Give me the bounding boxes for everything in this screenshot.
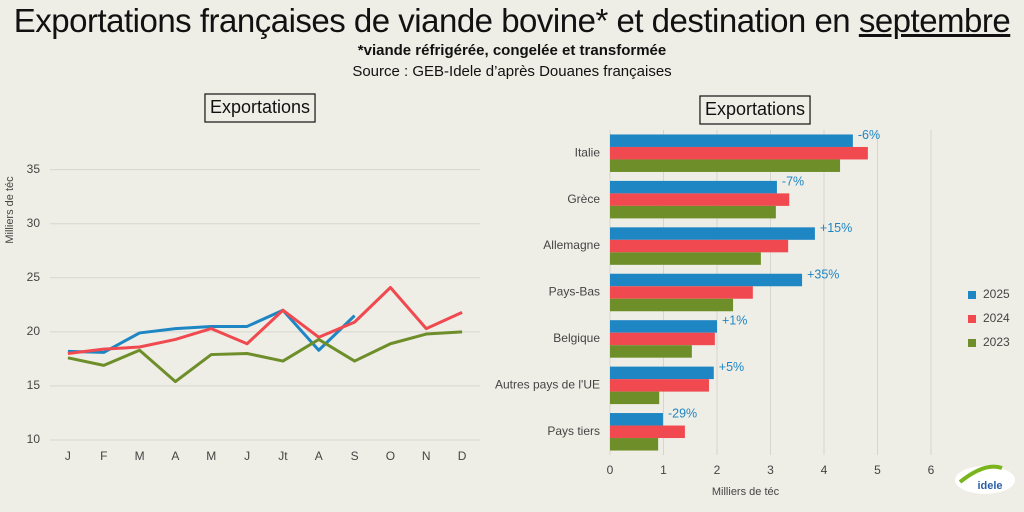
annotation: -6% [858, 128, 880, 142]
y-tick-label: Belgique [553, 331, 600, 345]
note: *viande réfrigérée, congelée et transfor… [357, 42, 667, 59]
y-tick-label: Pays-Bas [549, 285, 600, 299]
y-tick-label: 15 [27, 378, 41, 392]
bar [610, 252, 761, 265]
bar [610, 239, 789, 253]
y-tick-label: 20 [27, 324, 41, 338]
annotation: +1% [722, 314, 747, 328]
x-tick-label: A [315, 449, 323, 463]
y-tick-label: 25 [27, 270, 41, 284]
y-tick-label: Italie [575, 145, 601, 159]
bar [610, 134, 853, 147]
legend-label: 2023 [983, 335, 1010, 349]
legend-label: 2024 [983, 311, 1010, 325]
x-tick-label: D [458, 449, 467, 463]
bar [610, 391, 660, 405]
legend-label: 2025 [983, 287, 1010, 301]
title-box [699, 95, 811, 125]
bar [610, 379, 709, 392]
y-tick-label: Autres pays de l'UE [495, 378, 600, 392]
legend-swatch [968, 291, 976, 299]
bar [610, 298, 734, 312]
line-series [67, 286, 463, 355]
x-tick-label: S [351, 449, 359, 463]
x-tick-label: 1 [660, 463, 667, 477]
y-tick-label: Pays tiers [547, 424, 600, 438]
bar [610, 438, 659, 451]
y-tick-label: 10 [27, 432, 41, 446]
annotation: -7% [782, 174, 804, 188]
bar [610, 286, 753, 299]
bar [610, 332, 715, 346]
y-tick-label: 30 [27, 216, 41, 230]
x-tick-label: F [100, 449, 107, 463]
bar [610, 366, 714, 380]
y-tick-label: Allemagne [543, 238, 600, 252]
x-tick-label: 4 [821, 463, 828, 477]
line-series [67, 330, 463, 384]
x-tick-label: J [65, 449, 71, 463]
bar [610, 413, 663, 426]
legend-swatch [968, 339, 976, 347]
logo: idele [955, 464, 1015, 494]
bar [610, 205, 776, 219]
x-tick-label: O [386, 449, 395, 463]
bar [610, 425, 685, 439]
y-axis-label: Milliers de téc [4, 176, 16, 244]
x-tick-label: 5 [874, 463, 881, 477]
x-tick-label: 6 [928, 463, 935, 477]
x-tick-label: A [171, 449, 179, 463]
chart-title: Exportations [210, 97, 310, 117]
bar [610, 180, 777, 194]
bar [610, 320, 717, 333]
x-tick-label: Jt [278, 449, 288, 463]
x-tick-label: M [135, 449, 145, 463]
bar [610, 273, 803, 287]
title-box [204, 93, 316, 123]
bar [610, 227, 815, 240]
line-series [67, 308, 356, 354]
x-tick-label: 0 [607, 463, 614, 477]
x-tick-label: 2 [714, 463, 721, 477]
logo-text: idele [977, 480, 1002, 492]
y-tick-label: Grèce [567, 192, 600, 206]
annotation: +5% [719, 360, 744, 374]
chart-title: Exportations [705, 99, 805, 119]
annotation: +35% [807, 267, 839, 281]
bar [610, 146, 868, 160]
page-title: Exportations françaises de viande bovine… [13, 2, 1011, 39]
x-axis-label: Milliers de téc [712, 486, 780, 498]
bar [610, 159, 841, 172]
annotation: +15% [820, 221, 852, 235]
x-tick-label: M [206, 449, 216, 463]
x-tick-label: N [422, 449, 431, 463]
y-tick-label: 35 [27, 162, 41, 176]
annotation: -29% [668, 407, 697, 421]
legend-swatch [968, 315, 976, 323]
x-tick-label: 3 [767, 463, 774, 477]
source: Source : GEB-Idele d’après Douanes franç… [352, 63, 672, 80]
bar [610, 345, 692, 358]
x-tick-label: J [244, 449, 250, 463]
bar [610, 193, 790, 206]
